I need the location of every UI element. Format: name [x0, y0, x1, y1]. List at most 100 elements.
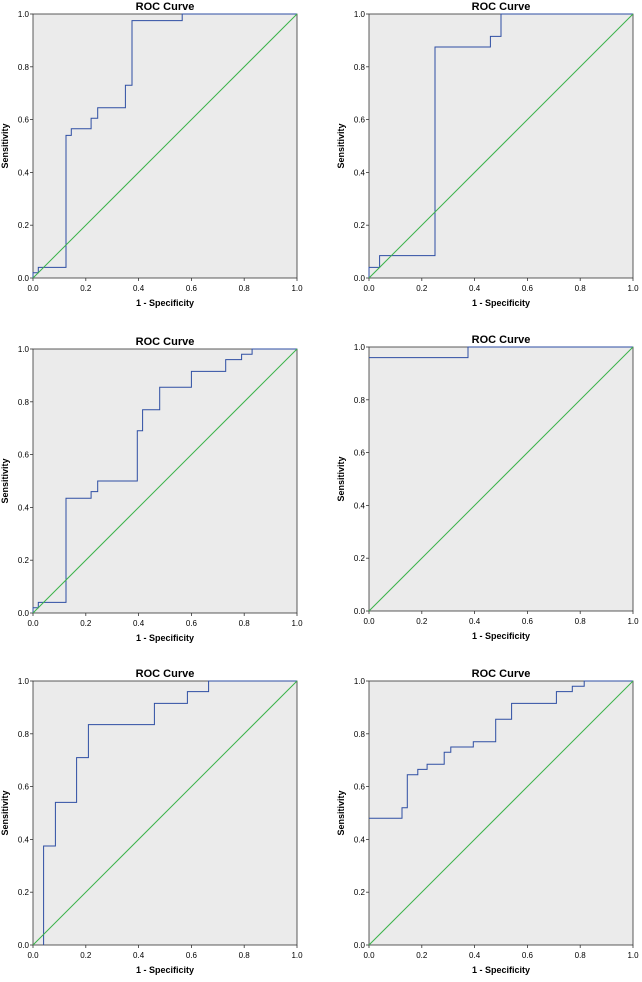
y-tick-label: 0.8	[18, 398, 30, 407]
y-tick-label: 0.8	[354, 396, 366, 405]
reference-diagonal-line	[368, 13, 634, 279]
x-tick-label: 1.0	[291, 951, 303, 960]
x-axis-label: 1 - Specificity	[136, 633, 194, 643]
x-axis-label: 1 - Specificity	[472, 298, 530, 308]
x-tick-label: 0.6	[186, 951, 198, 960]
x-tick-label: 0.0	[363, 617, 375, 626]
x-tick-label: 0.0	[363, 951, 375, 960]
y-tick-label: 1.0	[354, 10, 366, 19]
roc-curve-line	[369, 346, 633, 359]
x-tick-label: 0.2	[80, 619, 92, 628]
y-axis-label: Sensitivity	[336, 456, 346, 501]
x-tick-label: 0.4	[133, 951, 145, 960]
chart-title: ROC Curve	[136, 668, 195, 680]
chart-title: ROC Curve	[472, 334, 531, 346]
y-axis-label: Sensitivity	[0, 458, 10, 503]
roc-curve-line	[43, 680, 297, 945]
x-tick-label: 0.2	[416, 284, 428, 293]
y-tick-label: 0.4	[18, 835, 30, 844]
y-tick-label: 0.6	[18, 783, 30, 792]
x-tick-label: 0.4	[133, 284, 145, 293]
x-tick-label: 0.0	[363, 284, 375, 293]
y-tick-label: 0.6	[18, 116, 30, 125]
reference-diagonal-line	[368, 680, 634, 946]
y-tick-label: 0.6	[354, 116, 366, 125]
y-tick-label: 0.2	[18, 888, 30, 897]
x-tick-label: 0.6	[522, 951, 534, 960]
y-tick-label: 0.0	[354, 607, 366, 616]
y-tick-label: 0.2	[354, 888, 366, 897]
y-axis-label: Sensitivity	[0, 790, 10, 835]
y-tick-label: 0.8	[18, 730, 30, 739]
y-tick-label: 0.6	[354, 449, 366, 458]
x-tick-label: 1.0	[291, 284, 303, 293]
reference-diagonal-line	[32, 680, 298, 946]
y-tick-label: 0.4	[18, 503, 30, 512]
reference-diagonal-line	[368, 346, 634, 612]
x-tick-label: 1.0	[627, 617, 639, 626]
y-tick-label: 0.2	[354, 221, 366, 230]
y-tick-label: 0.8	[18, 63, 30, 72]
x-tick-label: 0.8	[239, 951, 251, 960]
y-tick-label: 0.0	[18, 609, 30, 618]
y-tick-label: 0.8	[354, 730, 366, 739]
x-tick-label: 0.8	[239, 619, 251, 628]
x-tick-label: 0.0	[27, 619, 39, 628]
y-tick-label: 1.0	[354, 343, 366, 352]
x-tick-label: 1.0	[627, 284, 639, 293]
x-tick-label: 1.0	[627, 951, 639, 960]
y-tick-label: 1.0	[18, 10, 30, 19]
x-tick-label: 0.6	[186, 619, 198, 628]
x-axis-label: 1 - Specificity	[136, 965, 194, 975]
x-tick-label: 1.0	[291, 619, 303, 628]
y-tick-label: 0.0	[18, 274, 30, 283]
chart-title: ROC Curve	[472, 1, 531, 13]
reference-diagonal-line	[32, 13, 298, 279]
y-tick-label: 0.2	[18, 221, 30, 230]
x-tick-label: 0.2	[416, 617, 428, 626]
x-axis-label: 1 - Specificity	[472, 965, 530, 975]
x-tick-label: 0.2	[80, 951, 92, 960]
x-tick-label: 0.2	[80, 284, 92, 293]
y-tick-label: 0.8	[354, 63, 366, 72]
y-tick-label: 0.0	[18, 941, 30, 950]
x-tick-label: 0.6	[522, 284, 534, 293]
x-tick-label: 0.6	[186, 284, 198, 293]
x-tick-label: 0.0	[27, 951, 39, 960]
y-tick-label: 0.2	[18, 556, 30, 565]
roc-chart-6: ROC Curve 1 - Specificity Sensitivity 0.0 0.…	[336, 668, 639, 975]
y-tick-label: 0.4	[354, 168, 366, 177]
x-tick-label: 0.8	[575, 617, 587, 626]
x-tick-label: 0.4	[469, 951, 481, 960]
roc-curve-line	[32, 13, 297, 278]
x-axis-label: 1 - Specificity	[136, 298, 194, 308]
y-tick-label: 1.0	[354, 677, 366, 686]
roc-curve-line	[368, 13, 633, 278]
chart-title: ROC Curve	[472, 668, 531, 680]
y-tick-label: 0.4	[354, 835, 366, 844]
x-tick-label: 0.0	[27, 284, 39, 293]
y-axis-label: Sensitivity	[0, 123, 10, 168]
chart-title: ROC Curve	[136, 1, 195, 13]
x-tick-label: 0.8	[239, 284, 251, 293]
roc-curve-line	[32, 348, 297, 613]
x-tick-label: 0.6	[522, 617, 534, 626]
y-tick-label: 0.2	[354, 554, 366, 563]
x-tick-label: 0.8	[575, 951, 587, 960]
x-axis-label: 1 - Specificity	[472, 631, 530, 641]
chart-title: ROC Curve	[136, 336, 195, 348]
y-tick-label: 0.4	[18, 168, 30, 177]
y-axis-label: Sensitivity	[336, 123, 346, 168]
x-tick-label: 0.4	[469, 617, 481, 626]
y-tick-label: 0.6	[18, 451, 30, 460]
x-tick-label: 0.8	[575, 284, 587, 293]
y-axis-label: Sensitivity	[336, 790, 346, 835]
y-tick-label: 0.0	[354, 274, 366, 283]
y-tick-label: 1.0	[18, 345, 30, 354]
reference-diagonal-line	[32, 348, 298, 614]
